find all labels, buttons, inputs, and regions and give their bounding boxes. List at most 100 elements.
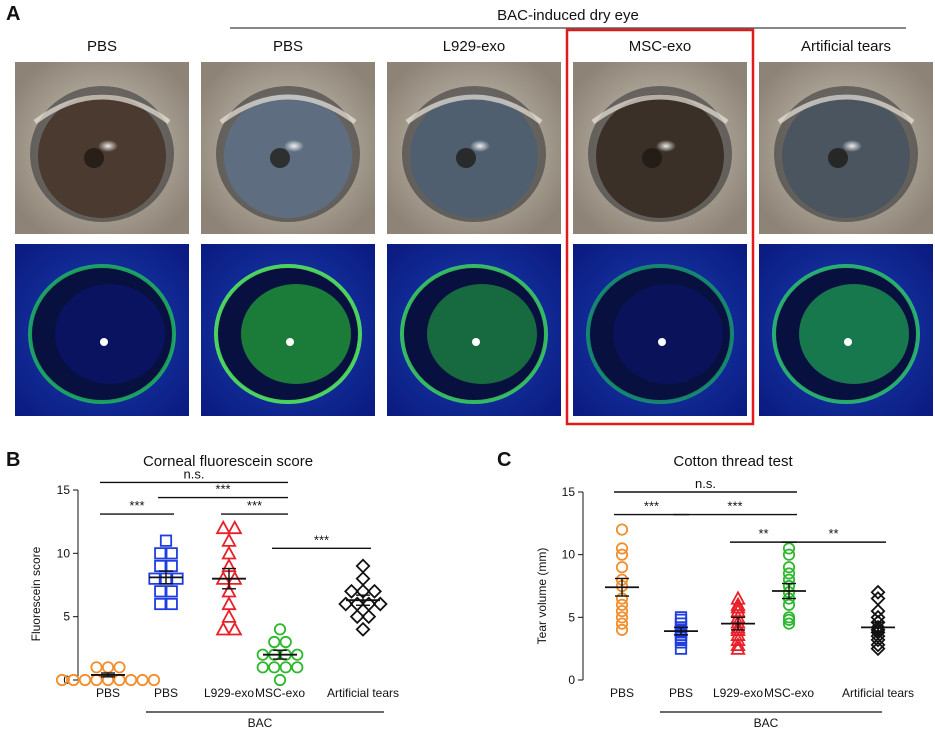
panel-b-title: Corneal fluorescein score bbox=[143, 453, 313, 470]
data-point bbox=[279, 661, 292, 674]
data-point bbox=[215, 519, 231, 535]
data-point bbox=[782, 598, 796, 611]
column-label-pbs-bac: PBS bbox=[273, 38, 303, 55]
data-point bbox=[113, 673, 126, 687]
data-point bbox=[90, 661, 103, 674]
panel-c-title: Cotton thread test bbox=[673, 453, 793, 470]
data-point bbox=[154, 597, 167, 611]
data-point bbox=[159, 534, 173, 547]
data-point bbox=[154, 547, 167, 560]
msc-exo-highlight-box bbox=[565, 28, 755, 426]
data-point bbox=[615, 623, 629, 636]
significance-label: *** bbox=[314, 532, 329, 547]
panel-c-letter: C bbox=[497, 449, 511, 471]
data-point bbox=[674, 636, 688, 649]
data-point bbox=[171, 572, 184, 585]
data-point bbox=[870, 584, 886, 600]
fluorescein-photo-l929-exo bbox=[387, 244, 561, 416]
group-title: BAC-induced dry eye bbox=[497, 7, 639, 24]
data-point bbox=[221, 545, 237, 560]
data-point bbox=[782, 561, 796, 574]
panel-b: B Corneal fluorescein score Fluorescein … bbox=[6, 449, 399, 730]
data-point bbox=[372, 596, 388, 612]
column-label-artificial-tears: Artificial tears bbox=[801, 38, 891, 55]
panel-b-y-axis-title: Fluorescein score bbox=[29, 546, 43, 641]
data-point bbox=[147, 673, 161, 687]
y-tick-label: 5 bbox=[63, 610, 70, 624]
data-point bbox=[730, 640, 746, 655]
x-category-label: MSC-exo bbox=[255, 686, 305, 700]
x-category-label: PBS bbox=[669, 686, 693, 700]
data-point bbox=[113, 661, 126, 674]
data-point bbox=[273, 673, 287, 687]
fluorescein-photo-artificial-tears bbox=[759, 244, 933, 416]
column-label-pbs-control: PBS bbox=[87, 38, 117, 55]
panel-b-bac-label: BAC bbox=[248, 716, 273, 730]
data-point bbox=[674, 642, 688, 655]
data-point bbox=[101, 661, 115, 674]
data-point bbox=[165, 585, 178, 598]
data-point bbox=[124, 673, 138, 687]
eye-photo-msc-exo bbox=[573, 62, 747, 234]
data-point bbox=[782, 617, 796, 630]
data-point bbox=[165, 597, 178, 611]
data-point bbox=[256, 661, 269, 674]
data-point bbox=[870, 641, 886, 657]
data-point bbox=[615, 598, 629, 611]
data-point bbox=[273, 623, 287, 636]
panel-a: A BAC-induced dry eye PBS PBS L929-exo M… bbox=[6, 3, 933, 426]
data-point bbox=[279, 635, 292, 649]
significance-label: n.s. bbox=[184, 466, 205, 481]
data-point bbox=[78, 673, 92, 687]
data-point bbox=[221, 608, 237, 623]
panel-b-letter: B bbox=[6, 449, 20, 471]
x-category-label: PBS bbox=[96, 686, 120, 700]
data-point bbox=[782, 613, 796, 626]
panel-c-bac-label: BAC bbox=[754, 716, 779, 730]
data-point bbox=[227, 621, 243, 636]
data-point bbox=[870, 637, 886, 653]
data-point bbox=[615, 617, 629, 630]
column-label-msc-exo: MSC-exo bbox=[629, 38, 692, 55]
x-category-label: PBS bbox=[610, 686, 634, 700]
y-tick-label: 10 bbox=[57, 546, 71, 560]
x-category-label: PBS bbox=[154, 686, 178, 700]
data-point bbox=[221, 532, 237, 547]
x-category-label: L929-exo bbox=[713, 686, 763, 700]
significance-label: ** bbox=[828, 526, 838, 541]
data-point bbox=[367, 583, 382, 599]
significance-label: *** bbox=[247, 498, 262, 513]
data-point bbox=[338, 596, 354, 612]
data-point bbox=[136, 673, 149, 687]
fluorescein-photo-pbs-bac bbox=[201, 244, 375, 416]
significance-label: ** bbox=[758, 526, 768, 541]
data-point bbox=[268, 635, 281, 649]
data-point bbox=[165, 559, 178, 573]
data-point bbox=[355, 571, 371, 587]
data-point bbox=[154, 585, 167, 598]
data-point bbox=[615, 561, 629, 574]
data-point bbox=[615, 604, 629, 618]
data-point bbox=[291, 661, 304, 674]
x-category-label: L929-exo bbox=[204, 686, 254, 700]
data-point bbox=[344, 583, 359, 599]
fluorescein-photo-pbs-control bbox=[15, 244, 189, 416]
data-point bbox=[782, 567, 796, 580]
panel-a-letter: A bbox=[6, 3, 20, 25]
data-point bbox=[870, 632, 886, 648]
data-point bbox=[615, 548, 629, 561]
data-point bbox=[154, 559, 167, 573]
data-point bbox=[355, 558, 371, 574]
data-point bbox=[674, 613, 688, 626]
data-point bbox=[148, 572, 161, 585]
eye-photo-pbs-control bbox=[15, 62, 189, 234]
significance-label: *** bbox=[644, 499, 659, 514]
eye-photo-grid bbox=[15, 62, 933, 416]
data-point bbox=[227, 519, 243, 535]
data-point bbox=[782, 548, 796, 561]
data-point bbox=[268, 661, 281, 674]
data-point bbox=[730, 631, 746, 646]
